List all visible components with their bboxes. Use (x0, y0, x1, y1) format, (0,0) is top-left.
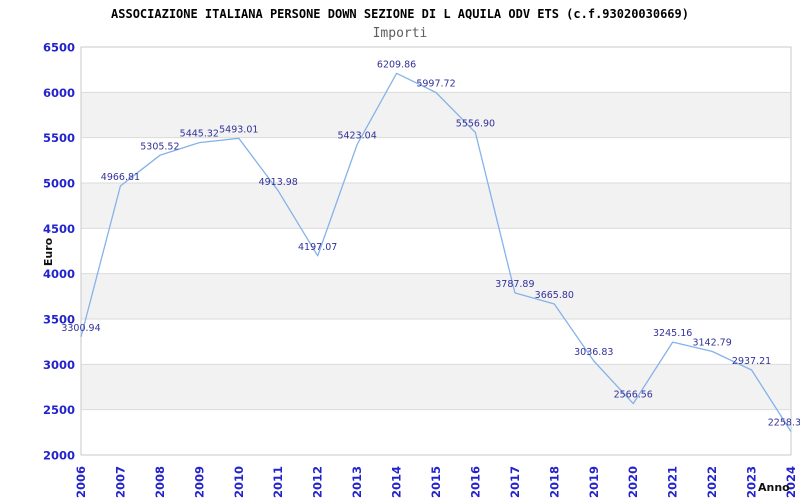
plot-band (81, 409, 791, 455)
y-axis-title: Euro (42, 237, 55, 266)
plot-border (80, 46, 792, 456)
plot-band (81, 92, 791, 138)
y-axis-tick-label: 5500 (43, 131, 75, 145)
data-point-label: 5445.32 (180, 129, 219, 140)
data-point-label: 4913.98 (259, 177, 298, 188)
x-axis-tick-label: 2012 (311, 466, 325, 498)
x-axis-tick-label: 2020 (626, 466, 640, 498)
data-point-label: 3036.83 (574, 347, 613, 358)
y-axis-tick-label: 6000 (43, 86, 75, 100)
data-line (80, 72, 792, 432)
data-point-label: 3665.80 (535, 290, 574, 301)
y-axis-tick-label: 4500 (43, 222, 75, 236)
data-point-label: 2258.3 (768, 418, 800, 429)
data-point-label: 5493.01 (219, 124, 258, 135)
data-point-label: 3142.79 (692, 337, 731, 348)
chart-subtitle: Importi (372, 26, 428, 41)
data-point-label: 5997.72 (416, 79, 455, 90)
data-point-label: 3787.89 (495, 279, 534, 290)
data-point-label: 5305.52 (140, 141, 179, 152)
data-point-label: 5423.04 (337, 131, 376, 142)
y-axis-tick-label: 3500 (43, 313, 75, 327)
y-axis-tick-label: 6500 (43, 41, 75, 55)
plot-band (81, 137, 791, 183)
x-axis-tick-label: 2009 (192, 466, 206, 498)
y-axis-tick-label: 2000 (43, 449, 75, 463)
x-axis-tick-label: 2008 (153, 466, 167, 498)
data-point-label: 4197.07 (298, 242, 337, 253)
x-axis-tick-label: 2018 (547, 466, 561, 498)
plot-band (81, 319, 791, 365)
x-axis-tick-label: 2019 (587, 466, 601, 498)
data-point-label: 2566.56 (614, 390, 653, 401)
x-axis-tick-label: 2006 (74, 466, 88, 498)
x-axis-tick-label: 2014 (390, 466, 404, 498)
x-axis-tick-label: 2015 (429, 466, 443, 498)
plot-band (81, 273, 791, 319)
data-point-label: 5556.90 (456, 119, 495, 130)
x-axis-tick-label: 2010 (232, 466, 246, 498)
x-axis-tick-label: 2017 (508, 466, 522, 498)
chart-title: ASSOCIAZIONE ITALIANA PERSONE DOWN SEZIO… (111, 7, 689, 21)
plot-band (81, 47, 791, 93)
plot-band (81, 364, 791, 410)
plot-band (81, 183, 791, 229)
data-point-label: 4966.81 (101, 172, 140, 183)
data-point-label: 3300.94 (61, 323, 100, 334)
x-axis-tick-label: 2024 (784, 466, 798, 498)
y-axis-tick-label: 5000 (43, 177, 75, 191)
y-axis-tick-label: 4000 (43, 267, 75, 281)
data-point-label: 6209.86 (377, 59, 416, 70)
x-axis-tick-label: 2007 (113, 466, 127, 498)
plot-band (81, 228, 791, 274)
x-axis-tick-label: 2023 (745, 466, 759, 498)
x-axis-title: Anno (758, 481, 790, 494)
x-axis-tick-label: 2016 (468, 466, 482, 498)
x-axis-tick-label: 2022 (705, 466, 719, 498)
x-axis-tick-label: 2011 (271, 466, 285, 498)
data-point-label: 3245.16 (653, 328, 692, 339)
y-axis-tick-label: 2500 (43, 403, 75, 417)
x-axis-tick-label: 2021 (666, 466, 680, 498)
data-point-label: 2937.21 (732, 356, 771, 367)
y-axis-tick-label: 3000 (43, 358, 75, 372)
x-axis-tick-label: 2013 (350, 466, 364, 498)
